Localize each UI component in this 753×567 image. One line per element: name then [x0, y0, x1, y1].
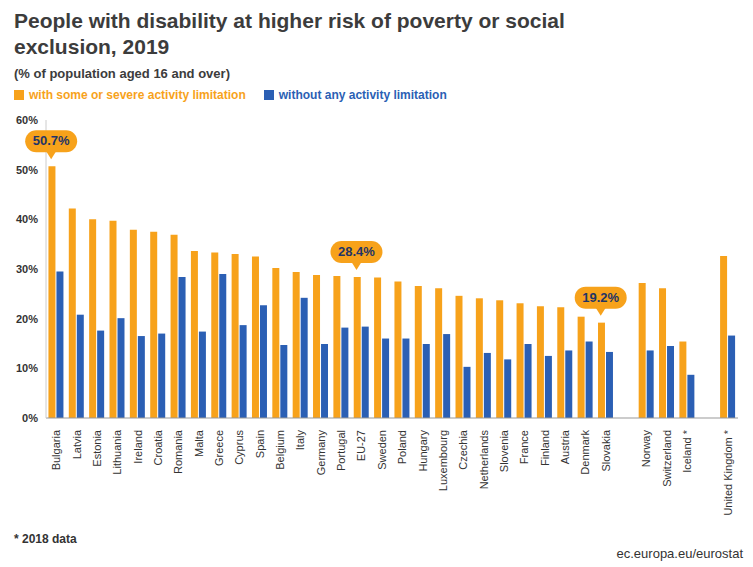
- svg-text:20%: 20%: [16, 313, 38, 325]
- svg-text:Luxembourg: Luxembourg: [437, 430, 449, 491]
- svg-text:10%: 10%: [16, 362, 38, 374]
- svg-text:France: France: [518, 430, 530, 464]
- html-text:* 2018 data: * 2018 data: [14, 532, 77, 546]
- html-text:without any activity limitatio: without any activity limitation: [278, 88, 447, 102]
- svg-text:Iceland *: Iceland *: [681, 429, 693, 473]
- svg-text:Poland: Poland: [396, 430, 408, 464]
- svg-text:Spain: Spain: [254, 430, 266, 458]
- svg-text:Sweden: Sweden: [376, 430, 388, 470]
- html-text:(% of population aged 16 and o: (% of population aged 16 and over): [14, 66, 230, 81]
- svg-text:Romania: Romania: [172, 429, 184, 474]
- svg-text:Latvia: Latvia: [71, 429, 83, 459]
- svg-text:Malta: Malta: [193, 429, 205, 457]
- svg-text:Finland: Finland: [539, 430, 551, 466]
- svg-text:Cyprus: Cyprus: [233, 430, 245, 465]
- svg-text:Belgium: Belgium: [274, 430, 286, 470]
- svg-text:60%: 60%: [16, 114, 38, 126]
- svg-text:Austria: Austria: [559, 429, 571, 464]
- svg-text:Germany: Germany: [315, 430, 327, 476]
- svg-text:40%: 40%: [16, 213, 38, 225]
- svg-text:EU-27: EU-27: [355, 430, 367, 461]
- svg-text:Estonia: Estonia: [91, 429, 103, 467]
- html-text:People with disability at high: People with disability at higher risk of…: [14, 9, 565, 58]
- svg-text:19.2%: 19.2%: [582, 290, 619, 305]
- svg-text:Bulgaria: Bulgaria: [50, 429, 62, 470]
- svg-text:Ireland: Ireland: [132, 430, 144, 464]
- svg-text:30%: 30%: [16, 263, 38, 275]
- svg-text:Slovakia: Slovakia: [600, 429, 612, 471]
- html-text:with some or severe activity l: with some or severe activity limitation: [29, 88, 246, 102]
- html-text:ec.europa.eu/eurostat: ec.europa.eu/eurostat: [616, 546, 743, 561]
- svg-text:Switzerland: Switzerland: [661, 430, 673, 487]
- svg-text:Greece: Greece: [213, 430, 225, 466]
- svg-text:Norway: Norway: [640, 430, 652, 468]
- svg-text:United Kingdom *: United Kingdom *: [722, 429, 734, 515]
- svg-text:28.4%: 28.4%: [338, 244, 375, 259]
- svg-text:Czechia: Czechia: [457, 429, 469, 470]
- svg-text:50.7%: 50.7%: [33, 133, 70, 148]
- svg-text:Portugal: Portugal: [335, 430, 347, 471]
- svg-text:Slovenia: Slovenia: [498, 429, 510, 472]
- svg-text:Italy: Italy: [294, 430, 306, 451]
- svg-text:50%: 50%: [16, 164, 38, 176]
- svg-text:Croatia: Croatia: [152, 429, 164, 465]
- svg-text:Netherlands: Netherlands: [478, 430, 490, 490]
- svg-text:0%: 0%: [22, 412, 38, 424]
- svg-text:Hungary: Hungary: [417, 430, 429, 472]
- svg-text:Lithuania: Lithuania: [111, 429, 123, 475]
- svg-text:Denmark: Denmark: [579, 430, 591, 475]
